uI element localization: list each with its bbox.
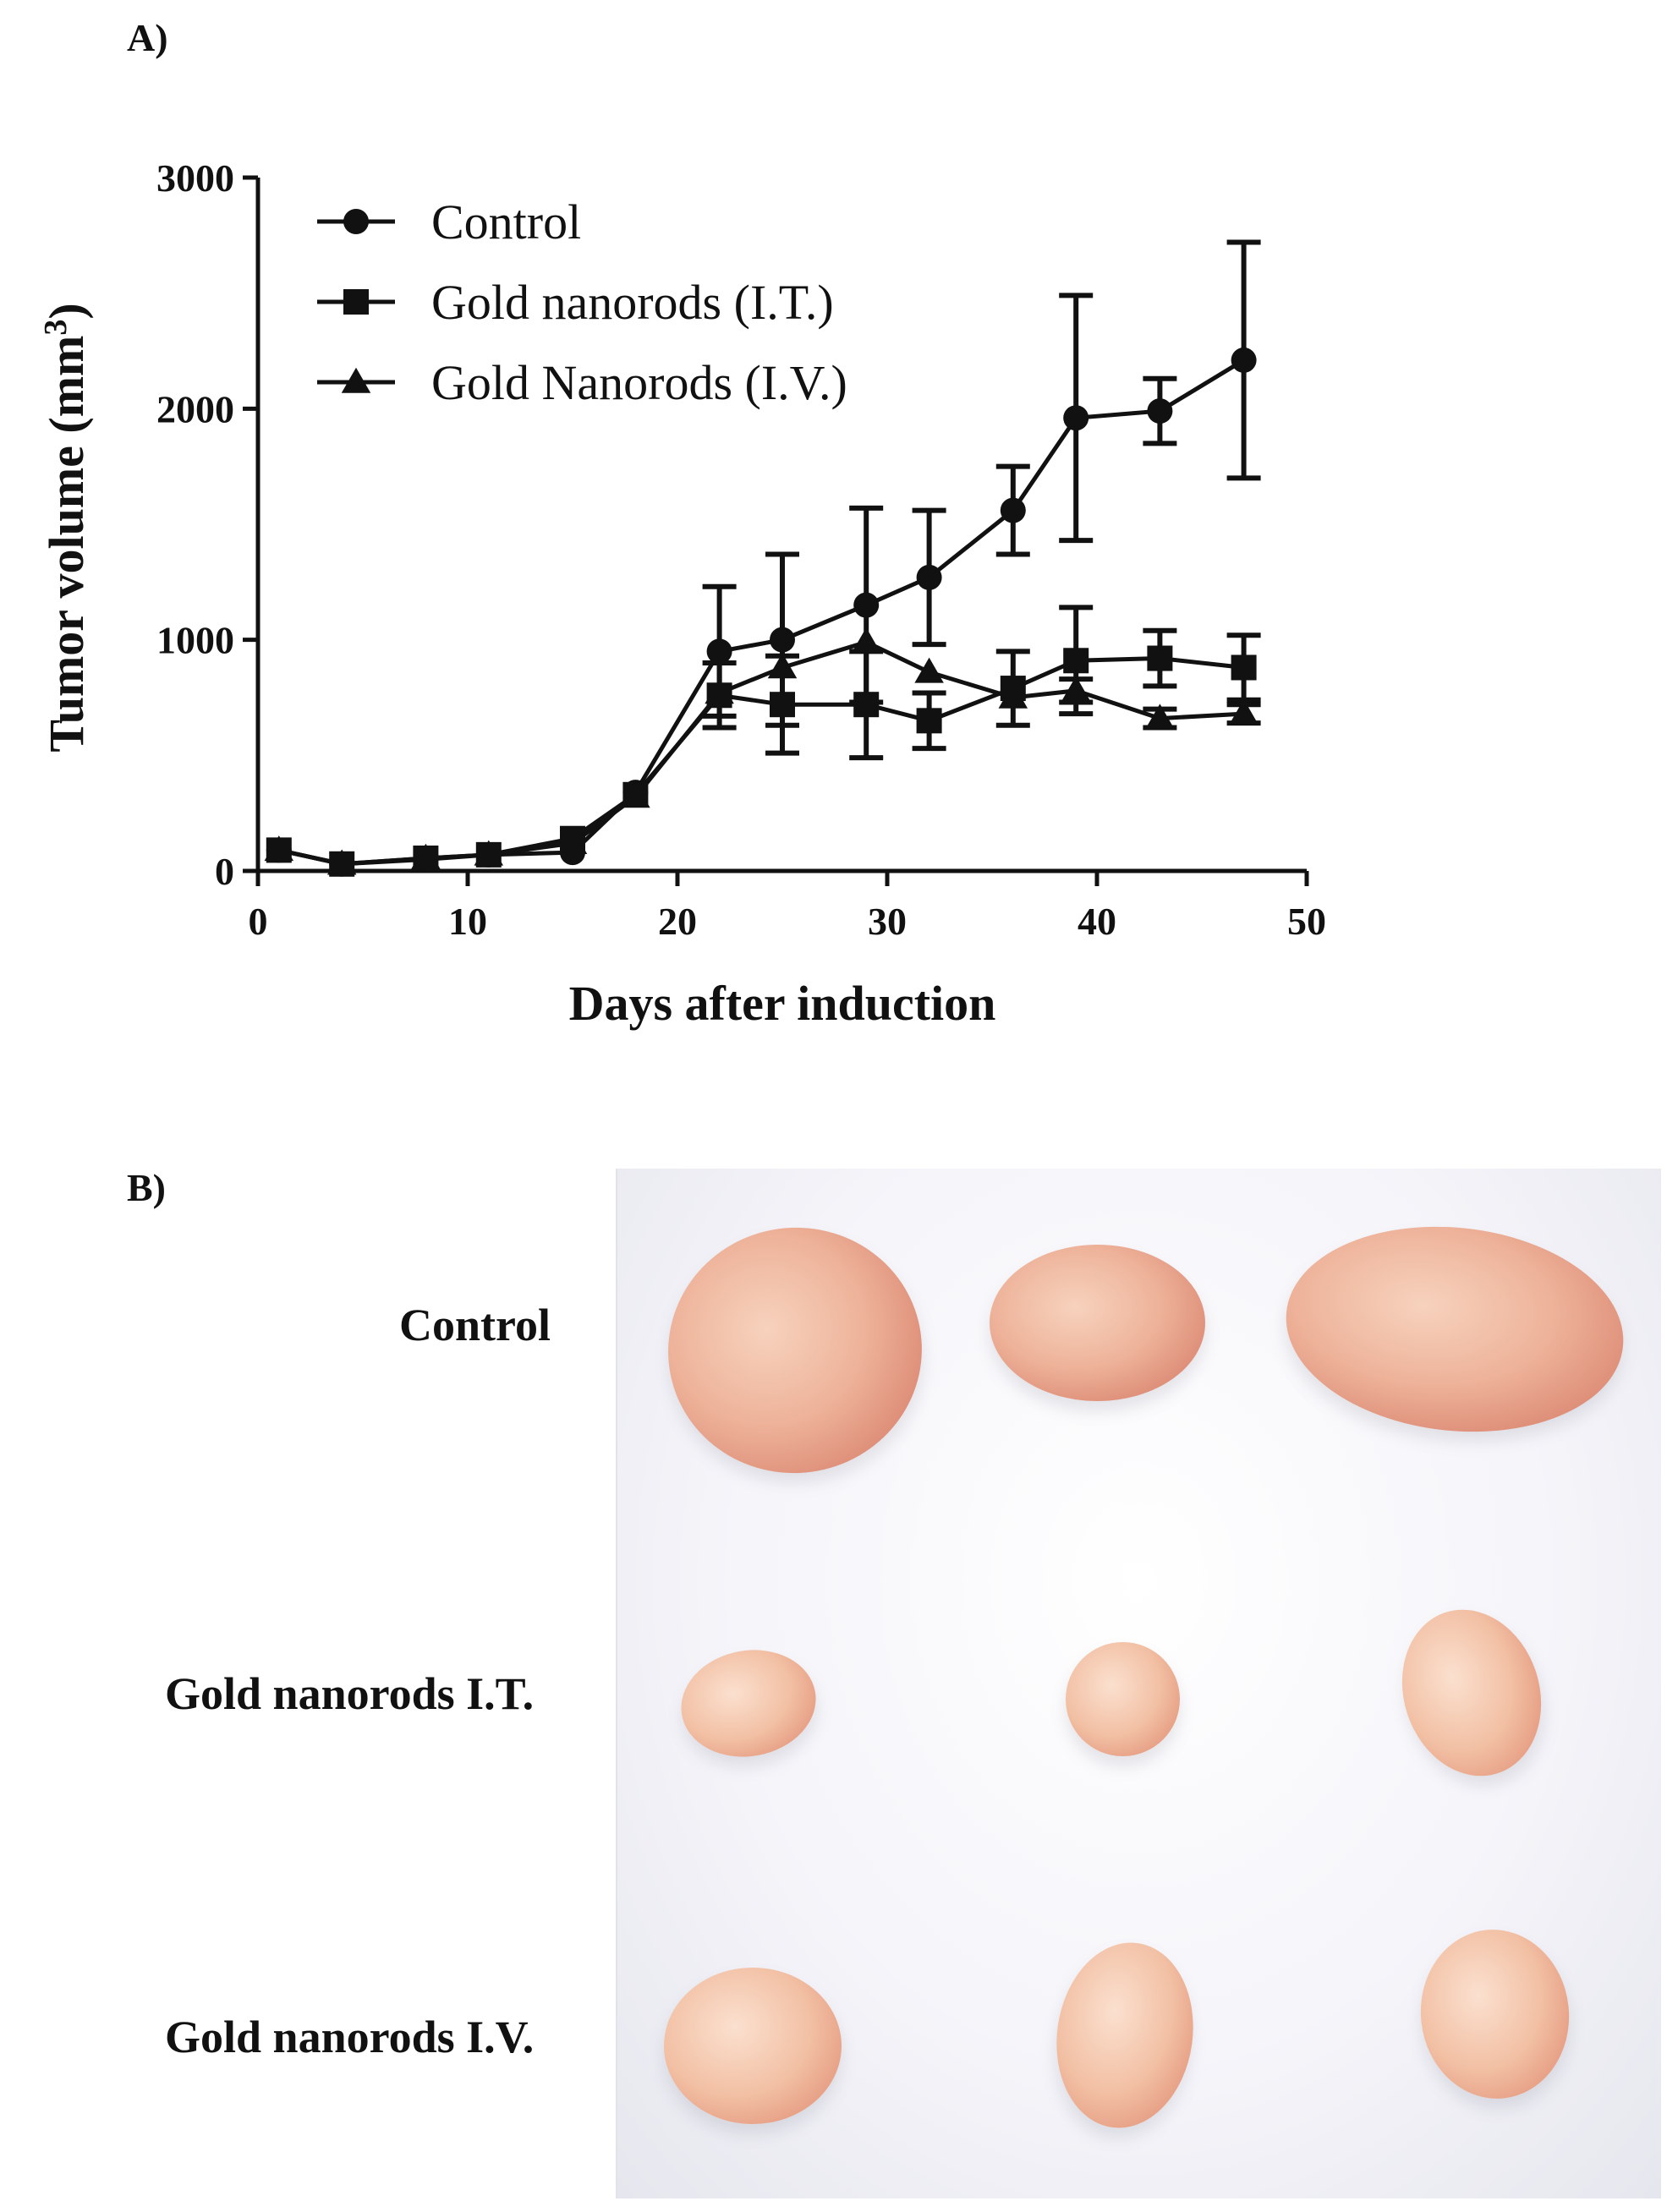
- y-axis-title: Tumor volume (mm3): [38, 303, 94, 752]
- y-tick-label-0: 0: [215, 850, 234, 893]
- legend-marker-0: [343, 209, 369, 234]
- series-2-point-7: [767, 653, 798, 679]
- tumor-volume-chart: 0 10 20 30 40 50 0 1000 2000 3000 Control Gold nan…: [38, 156, 1326, 1031]
- y-tick-label-2: 2000: [156, 387, 234, 430]
- series-1-point-9: [916, 708, 942, 734]
- legend-label-1: Gold nanorods (I.T.): [431, 275, 834, 330]
- chart-axes: 0 10 20 30 40 50 0 1000 2000 3000: [156, 156, 1326, 943]
- series-1-point-8: [853, 692, 880, 718]
- series-0-point-6: [706, 638, 732, 665]
- photo-row-label-control: Control: [399, 1300, 551, 1350]
- x-tick-label-3: 30: [868, 900, 907, 943]
- series-2-point-3: [474, 840, 504, 866]
- series-0-line: [278, 358, 1245, 867]
- tumor-iv-3: [1412, 1922, 1577, 2106]
- photo-row-label-it: Gold nanorods I.T.: [165, 1668, 535, 1719]
- y-axis-title-close: ): [39, 303, 94, 319]
- series-1-line: [278, 656, 1244, 867]
- series-2-point-2: [411, 843, 441, 869]
- chart-series: [264, 239, 1261, 877]
- legend-marker-2: [341, 367, 371, 393]
- x-tick-label-1: 10: [448, 900, 487, 943]
- tumor-it-3: [1381, 1591, 1562, 1794]
- x-tick-label-0: 0: [249, 900, 268, 943]
- tumor-it-2: [1066, 1642, 1180, 1756]
- series-2-point-10: [998, 682, 1028, 709]
- series-2-point-11: [1061, 676, 1091, 702]
- series-1-point-7: [770, 692, 795, 718]
- series-2-point-12: [1145, 704, 1175, 730]
- photo-row-label-iv: Gold nanorods I.V.: [165, 2012, 535, 2062]
- series-0-point-8: [853, 592, 880, 618]
- series-2-point-4: [557, 828, 588, 854]
- series-2-point-13: [1229, 698, 1258, 725]
- series-1-point-13: [1231, 654, 1257, 681]
- tumor-control-3: [1275, 1210, 1634, 1448]
- x-axis-title: Days after induction: [569, 976, 996, 1031]
- series-0-point-11: [1063, 405, 1089, 431]
- chart-legend: Control Gold nanorods (I.T.) Gold Nanorods…: [317, 194, 847, 410]
- series-1-point-11: [1063, 648, 1089, 674]
- series-2-point-1: [326, 849, 357, 875]
- legend-label-0: Control: [431, 194, 581, 249]
- x-tick-label-2: 20: [658, 900, 697, 943]
- tumor-control-1: [652, 1211, 938, 1490]
- series-0-point-12: [1147, 398, 1173, 424]
- y-tick-label-1: 1000: [156, 619, 234, 662]
- series-1: [266, 605, 1261, 877]
- series-2-line: [278, 639, 1244, 867]
- series-2-point-9: [914, 657, 944, 683]
- legend-label-2: Gold Nanorods (I.V.): [431, 355, 847, 410]
- legend-marker-1: [343, 289, 369, 315]
- series-0-point-10: [1000, 497, 1026, 523]
- series-1-point-12: [1147, 645, 1173, 671]
- x-tick-label-4: 40: [1078, 900, 1116, 943]
- tumor-control-2: [990, 1245, 1205, 1401]
- tumor-photo: [616, 1169, 1661, 2198]
- tumor-iv-1: [664, 1968, 842, 2124]
- y-tick-label-3: 3000: [156, 156, 234, 200]
- panel-b-label: B): [127, 1166, 166, 1209]
- series-2-point-6: [705, 678, 734, 704]
- series-2-point-8: [851, 627, 881, 654]
- panel-a-label: A): [127, 16, 168, 59]
- tumor-iv-2: [1045, 1933, 1205, 2138]
- series-2-point-0: [264, 835, 294, 862]
- tumor-it-1: [672, 1640, 825, 1767]
- y-axis-title-superscript: 3: [38, 320, 74, 336]
- series-0-point-7: [770, 627, 795, 653]
- series-2-point-5: [621, 782, 650, 808]
- y-axis-title-main: Tumor volume (mm: [39, 336, 94, 753]
- series-0: [266, 239, 1261, 877]
- series-2: [264, 627, 1261, 875]
- series-0-point-9: [916, 564, 942, 590]
- series-0-point-13: [1231, 347, 1257, 373]
- x-tick-label-5: 50: [1287, 900, 1326, 943]
